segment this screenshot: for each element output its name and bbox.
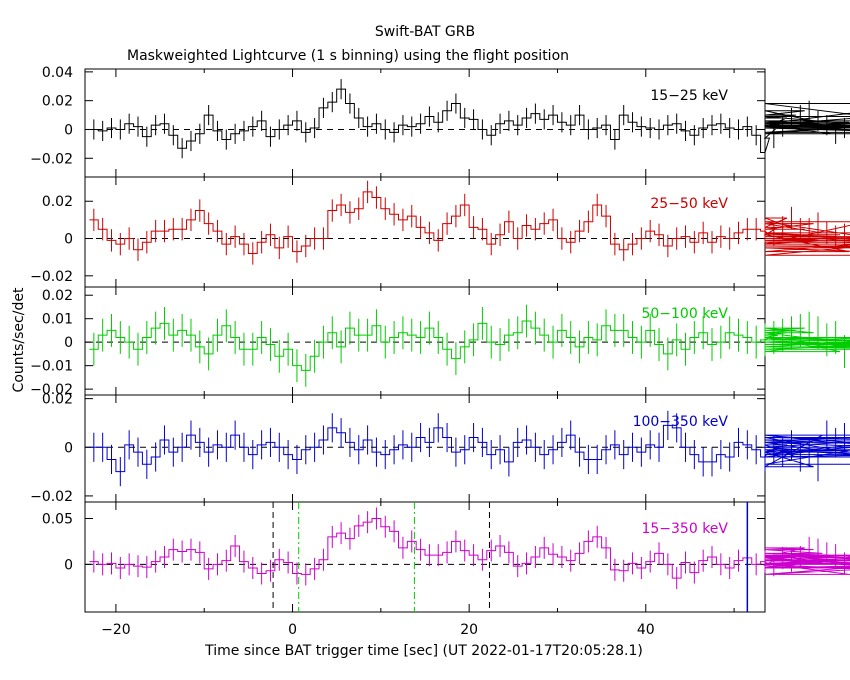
y-tick-label: 0 [64, 232, 73, 248]
panel-4: −0.02 0 0.02 100−350 keV [30, 392, 850, 505]
y-tick-label: 0.02 [42, 288, 73, 304]
x-axis-label: Time since BAT trigger time [sec] (UT 20… [204, 643, 643, 659]
x-tick-label: 40 [637, 622, 655, 638]
y-tick-label: 0.04 [42, 65, 73, 81]
series-label: 25−50 keV [650, 196, 728, 212]
y-tick-label: −0.02 [30, 151, 73, 167]
panel-3: −0.02 −0.01 0 0.01 0.02 50−100 keV [30, 286, 850, 398]
panels-group: −0.02 0 0.02 0.04 15−25 keV −0.02 0 0.02 25−50 k… [30, 65, 850, 638]
y-tick-label: 0 [64, 557, 73, 573]
chart-title: Swift-BAT GRB [375, 24, 475, 40]
panel-frame [84, 394, 766, 503]
panel-2: −0.02 0 0.02 25−50 keV [30, 176, 850, 288]
y-tick-label: −0.01 [30, 359, 73, 375]
series-label: 100−350 keV [633, 414, 729, 430]
y-tick-label: 0.02 [42, 392, 73, 408]
y-tick-label: 0 [64, 122, 73, 138]
y-tick-label: −0.02 [30, 382, 73, 398]
series-steps [89, 424, 850, 473]
y-tick-label: 0 [64, 335, 73, 351]
y-tick-label: 0.05 [42, 512, 73, 528]
series-steps [89, 191, 850, 256]
series-label: 15−350 keV [641, 521, 728, 537]
y-tick-label: 0 [64, 440, 73, 456]
y-tick-label: 0.02 [42, 194, 73, 210]
chart-subtitle: Maskweighted Lightcurve (1 s binning) us… [127, 48, 569, 64]
panel-frame [84, 286, 766, 396]
x-tick-label: 20 [460, 622, 478, 638]
series-label: 50−100 keV [641, 306, 728, 322]
series-steps [89, 88, 850, 154]
y-tick-label: 0.02 [42, 94, 73, 110]
y-tick-label: 0.01 [42, 312, 73, 328]
y-axis-label: Counts/sec/det [11, 287, 27, 392]
y-tick-label: −0.02 [30, 269, 73, 285]
series-label: 15−25 keV [650, 88, 728, 104]
panel-5: 0 0.05 15−350 keV [42, 501, 850, 613]
x-tick-label: −20 [101, 622, 131, 638]
x-tick-label: 0 [288, 622, 297, 638]
panel-1: −0.02 0 0.02 0.04 15−25 keV [30, 65, 850, 178]
y-tick-label: −0.02 [30, 489, 73, 505]
series-steps [89, 518, 850, 579]
series-steps [89, 320, 850, 371]
